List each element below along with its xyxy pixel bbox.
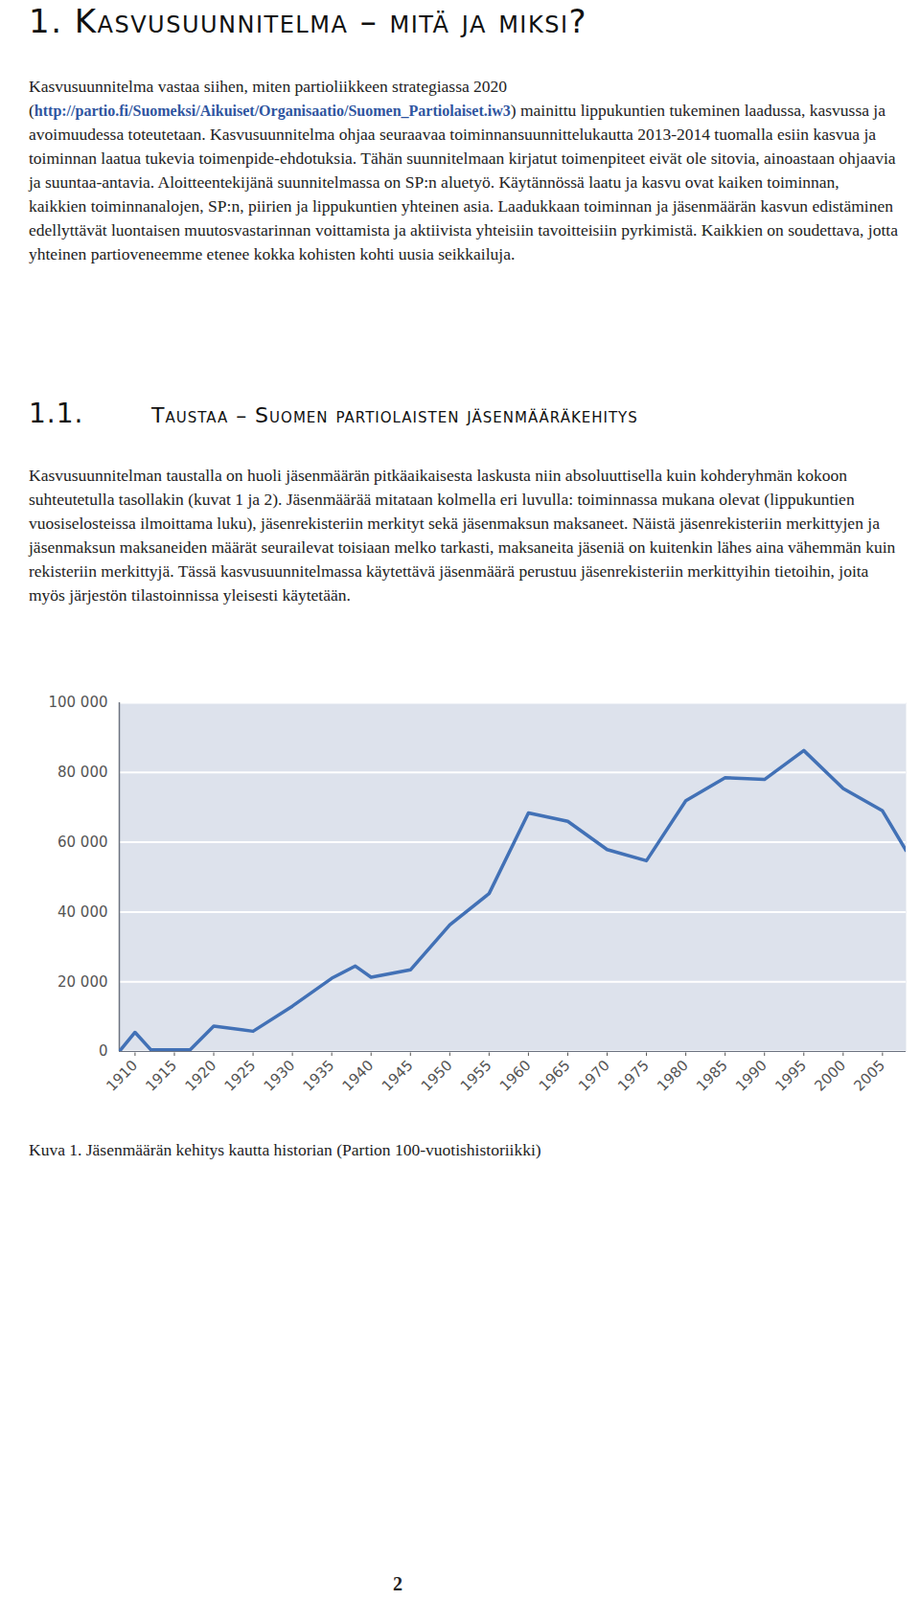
svg-text:1960: 1960 bbox=[496, 1057, 535, 1096]
svg-text:40 000: 40 000 bbox=[57, 903, 109, 921]
svg-text:2000: 2000 bbox=[810, 1057, 850, 1096]
svg-text:1910: 1910 bbox=[102, 1057, 141, 1096]
svg-text:0: 0 bbox=[98, 1042, 109, 1060]
svg-text:1990: 1990 bbox=[732, 1057, 771, 1096]
html-text:Kuva 1. Jäsenmäärän kehitys ka: Kuva 1. Jäsenmäärän kehitys kautta histo… bbox=[28, 1140, 542, 1160]
svg-text:1915: 1915 bbox=[141, 1057, 181, 1096]
svg-text:1945: 1945 bbox=[378, 1057, 417, 1096]
svg-text:2005: 2005 bbox=[850, 1057, 889, 1096]
html-text:1.1.: 1.1. bbox=[28, 397, 84, 430]
svg-text:1975: 1975 bbox=[614, 1057, 653, 1096]
html-text:1. Kasvusuunnitelma – mitä ja: 1. Kasvusuunnitelma – mitä ja miksi? bbox=[28, 1, 588, 41]
svg-text:1965: 1965 bbox=[535, 1057, 575, 1096]
svg-text:1955: 1955 bbox=[457, 1057, 496, 1096]
svg-text:100 000: 100 000 bbox=[47, 693, 108, 712]
html-text:Kasvusuunnitelman taustalla on: Kasvusuunnitelman taustalla on huoli jäs… bbox=[28, 465, 896, 605]
html-text:Kasvusuunnitelma vastaa siihen: Kasvusuunnitelma vastaa siihen, miten pa… bbox=[28, 76, 898, 264]
svg-text:1940: 1940 bbox=[339, 1057, 378, 1096]
html-text:2: 2 bbox=[392, 1573, 403, 1595]
svg-text:1995: 1995 bbox=[771, 1057, 810, 1096]
svg-text:1925: 1925 bbox=[221, 1057, 260, 1096]
svg-text:1935: 1935 bbox=[299, 1057, 339, 1096]
svg-text:80 000: 80 000 bbox=[57, 763, 109, 782]
svg-text:1985: 1985 bbox=[692, 1057, 732, 1096]
svg-text:1950: 1950 bbox=[417, 1057, 457, 1096]
svg-text:1930: 1930 bbox=[260, 1057, 299, 1096]
html-text:Taustaa – Suomen partiolaisten: Taustaa – Suomen partiolaisten jäsenmäär… bbox=[151, 403, 639, 428]
svg-text:60 000: 60 000 bbox=[57, 833, 109, 851]
svg-text:20 000: 20 000 bbox=[57, 973, 109, 991]
svg-text:1970: 1970 bbox=[575, 1057, 614, 1096]
svg-text:1920: 1920 bbox=[182, 1057, 221, 1096]
svg-text:1980: 1980 bbox=[653, 1057, 692, 1096]
